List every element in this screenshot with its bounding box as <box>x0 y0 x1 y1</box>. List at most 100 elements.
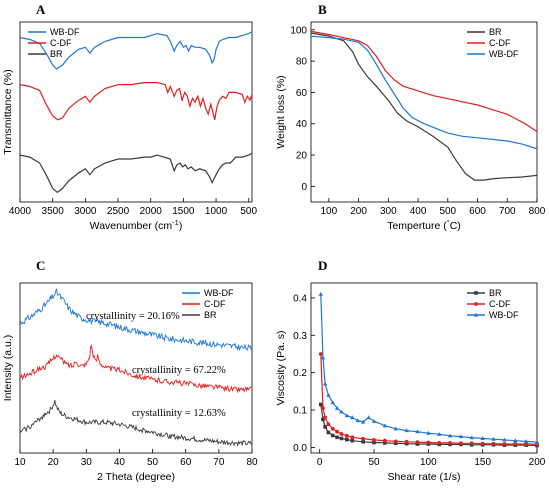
data-point <box>372 440 376 445</box>
data-point <box>326 422 331 427</box>
x-tick-label: 200 <box>529 457 546 468</box>
data-point <box>321 406 325 411</box>
data-point <box>426 430 431 435</box>
data-point <box>326 430 331 435</box>
x-tick-label: 500 <box>439 206 456 217</box>
crystallinity-annotation: crystallinity = 20.16% <box>86 311 180 322</box>
plot-frame <box>19 21 253 203</box>
panel-c: C 10 20 30 40 50 60 70 80 2 Theta (degree) Intensi… <box>2 258 258 483</box>
data-point <box>330 400 335 405</box>
data-point <box>469 441 474 446</box>
x-tick-label: 800 <box>529 206 546 217</box>
x-tick-label: 700 <box>499 206 516 217</box>
x-axis-title-end: ) <box>179 220 183 232</box>
legend-label: WB-DF <box>489 310 519 320</box>
data-point <box>372 438 376 442</box>
legend-marker <box>473 312 479 317</box>
x-tick-label: 500 <box>240 206 257 217</box>
series-line-c-df <box>20 343 252 394</box>
x-axis-title-text: Shear rate (1/s) <box>388 471 461 483</box>
legend-label: C-DF <box>50 38 72 48</box>
legend-label: BR <box>489 288 502 298</box>
data-point <box>318 291 323 296</box>
legend-label: BR <box>204 310 217 320</box>
legend-label: BR <box>489 27 502 37</box>
data-point <box>371 418 377 423</box>
legend-label: WB-DF <box>50 27 80 37</box>
plot-frame <box>19 282 253 454</box>
y-tick-label: 20 <box>296 151 308 162</box>
data-point <box>355 418 360 423</box>
y-tick-label: 40 <box>296 119 308 130</box>
y-tick-label: 0.4 <box>293 293 307 304</box>
crystallinity-annotation: crystallinity = 67.22% <box>132 365 226 376</box>
data-point <box>366 415 371 420</box>
legend-marker <box>474 302 478 306</box>
y-axis-title: Viscosity (Pa. s) <box>275 330 287 405</box>
data-point <box>513 442 518 446</box>
y-axis-title: Weight loss (%) <box>275 75 287 148</box>
data-point <box>335 435 339 440</box>
series-line-br <box>311 32 537 181</box>
data-point <box>334 405 340 410</box>
data-point <box>320 355 326 360</box>
y-axis-title: Transmittance (%) <box>2 69 14 154</box>
data-point <box>345 437 349 442</box>
legend-label: WB-DF <box>204 288 234 298</box>
data-point <box>404 428 409 433</box>
x-tick-label: 2500 <box>107 206 130 217</box>
data-point <box>426 440 431 445</box>
data-point <box>469 435 475 440</box>
data-point <box>393 439 398 444</box>
data-point <box>361 436 366 441</box>
y-tick-label: 0.1 <box>293 406 307 417</box>
series-line-wb-df <box>320 294 537 443</box>
y-tick-label: 0 <box>301 182 307 193</box>
series-line-c-df <box>311 30 537 133</box>
y-tick-label: 0.3 <box>293 331 307 342</box>
x-axis-title: 2 Theta (degree) <box>97 471 175 483</box>
x-tick-label: 10 <box>14 457 26 468</box>
x-axis-title-end: C) <box>450 220 461 232</box>
data-point <box>361 439 365 444</box>
y-tick-label: 0.0 <box>293 443 307 454</box>
legend-label: WB-DF <box>489 49 519 59</box>
data-point <box>350 415 355 420</box>
plot-frame <box>310 282 538 454</box>
data-point <box>459 441 463 446</box>
x-tick-label: 300 <box>380 206 397 217</box>
data-point <box>404 439 409 444</box>
y-tick-label: 100 <box>290 25 307 36</box>
x-axis-title-text: Wavenumber (cm <box>90 220 173 232</box>
data-point <box>524 442 529 446</box>
crystallinity-annotation: crystallinity = 12.63% <box>132 408 226 419</box>
legend-marker <box>474 291 478 295</box>
panel-d: D 0 50 100 150 200 0.0 0.1 0.2 0.3 0.4 Shear rate (… <box>275 258 546 483</box>
series-line-wb-df <box>311 35 537 150</box>
series-line-br <box>20 152 252 194</box>
x-tick-label: 2000 <box>140 206 163 217</box>
x-axis-title: Wavenumber (cm-1) <box>90 218 183 232</box>
data-point <box>344 413 350 418</box>
x-tick-label: 100 <box>320 206 337 217</box>
panel-b: B 100 200 300 400 500 600 700 800 0 20 40 60 80 100 Tem… <box>275 2 546 232</box>
data-point <box>534 439 540 444</box>
x-tick-label: 60 <box>180 457 192 468</box>
data-point <box>330 426 335 431</box>
panel-letter-b: B <box>318 2 327 17</box>
x-tick-label: 20 <box>48 457 60 468</box>
x-axis-title-text: Temperture ( <box>387 220 447 232</box>
data-point <box>393 426 398 431</box>
x-axis-title: Shear rate (1/s) <box>388 471 461 483</box>
data-point <box>480 436 485 441</box>
data-point <box>323 415 328 420</box>
data-point <box>339 409 344 414</box>
data-point <box>523 439 529 444</box>
x-tick-label: 3000 <box>74 206 97 217</box>
data-point <box>339 432 344 436</box>
y-axis-title: Intensity (a.u.) <box>2 335 14 402</box>
panel-letter-c: C <box>36 258 45 273</box>
x-tick-label: 40 <box>114 457 126 468</box>
legend-label: C-DF <box>489 299 511 309</box>
